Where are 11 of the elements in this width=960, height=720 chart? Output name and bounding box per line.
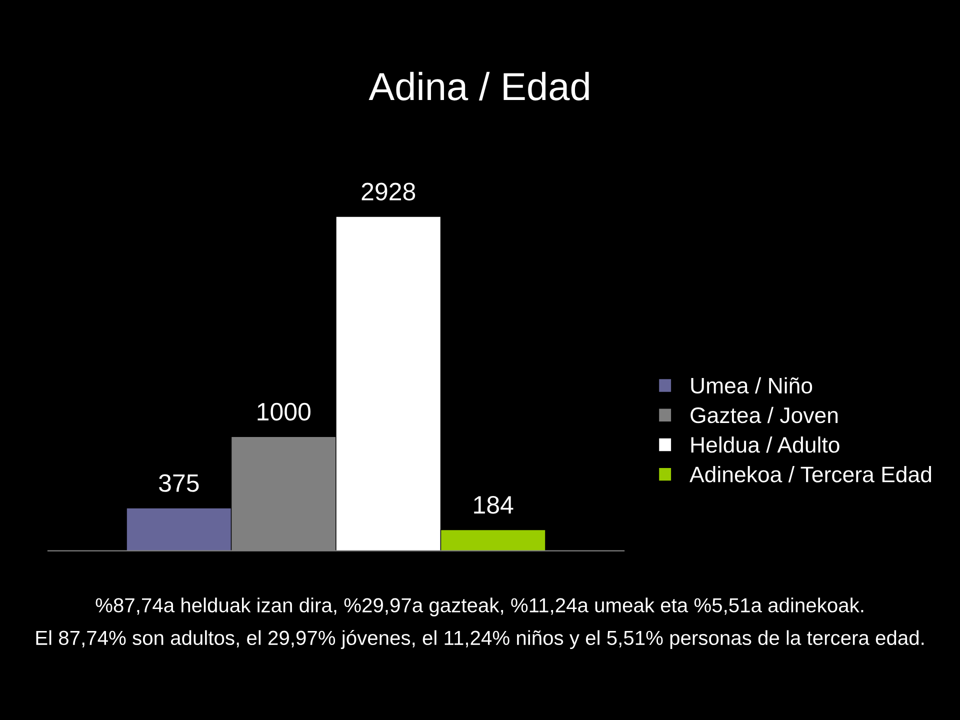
data-label: 184 xyxy=(474,496,514,514)
legend-label: Gaztea / Joven xyxy=(690,406,838,424)
legend-label: Adinekoa / Tercera Edad xyxy=(690,466,932,482)
legend-label: Umea / Niño xyxy=(691,377,812,394)
data-label: 2928 xyxy=(362,182,416,200)
data-label: 1000 xyxy=(258,402,310,421)
text: %87,74a helduak izan dira, %29,97a gazteak, %11,24a umeak eta %5,51a adinekoak. xyxy=(96,598,864,616)
data-label: 375 xyxy=(159,474,199,492)
text: El 87,74% son adultos, el 29,97% jóvenes, el 11,24% niños y el 5,51% personas de la tercera edad. xyxy=(36,630,924,650)
legend-label: Heldua / Adulto xyxy=(691,436,840,453)
chart-title: Adina / Edad xyxy=(368,72,589,100)
